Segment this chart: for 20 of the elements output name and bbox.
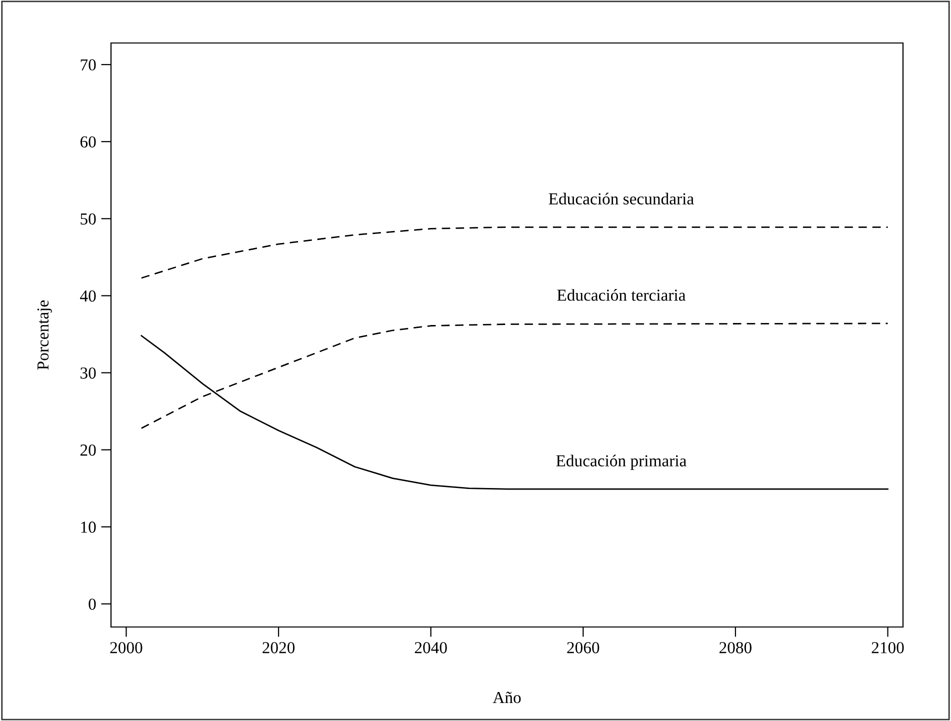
x-tick-label: 2060 bbox=[567, 642, 600, 654]
y-tick-label: 50 bbox=[80, 213, 96, 225]
x-tick-label: 2000 bbox=[110, 642, 142, 654]
y-tick-label: 30 bbox=[80, 367, 96, 379]
y-tick-label: 60 bbox=[80, 136, 96, 148]
y-tick-label: 20 bbox=[80, 444, 96, 456]
y-tick-label: 70 bbox=[80, 59, 96, 71]
x-tick-label: 2020 bbox=[262, 642, 295, 654]
y-tick-label: 40 bbox=[80, 290, 96, 302]
series-label: Educación secundaria bbox=[548, 192, 694, 204]
y-tick-label: 10 bbox=[81, 522, 96, 533]
x-tick-label: 2080 bbox=[720, 642, 752, 654]
y-axis-title: Porcentaje bbox=[37, 300, 52, 370]
x-tick-label: 2100 bbox=[872, 642, 904, 654]
line-series bbox=[140, 226, 888, 279]
x-axis-title: Año bbox=[492, 692, 521, 704]
series-label: Educación terciaria bbox=[557, 289, 686, 301]
y-tick-label: 0 bbox=[88, 598, 96, 610]
series-label: Educación primaria bbox=[556, 454, 686, 470]
x-tick-label: 2040 bbox=[414, 642, 447, 654]
